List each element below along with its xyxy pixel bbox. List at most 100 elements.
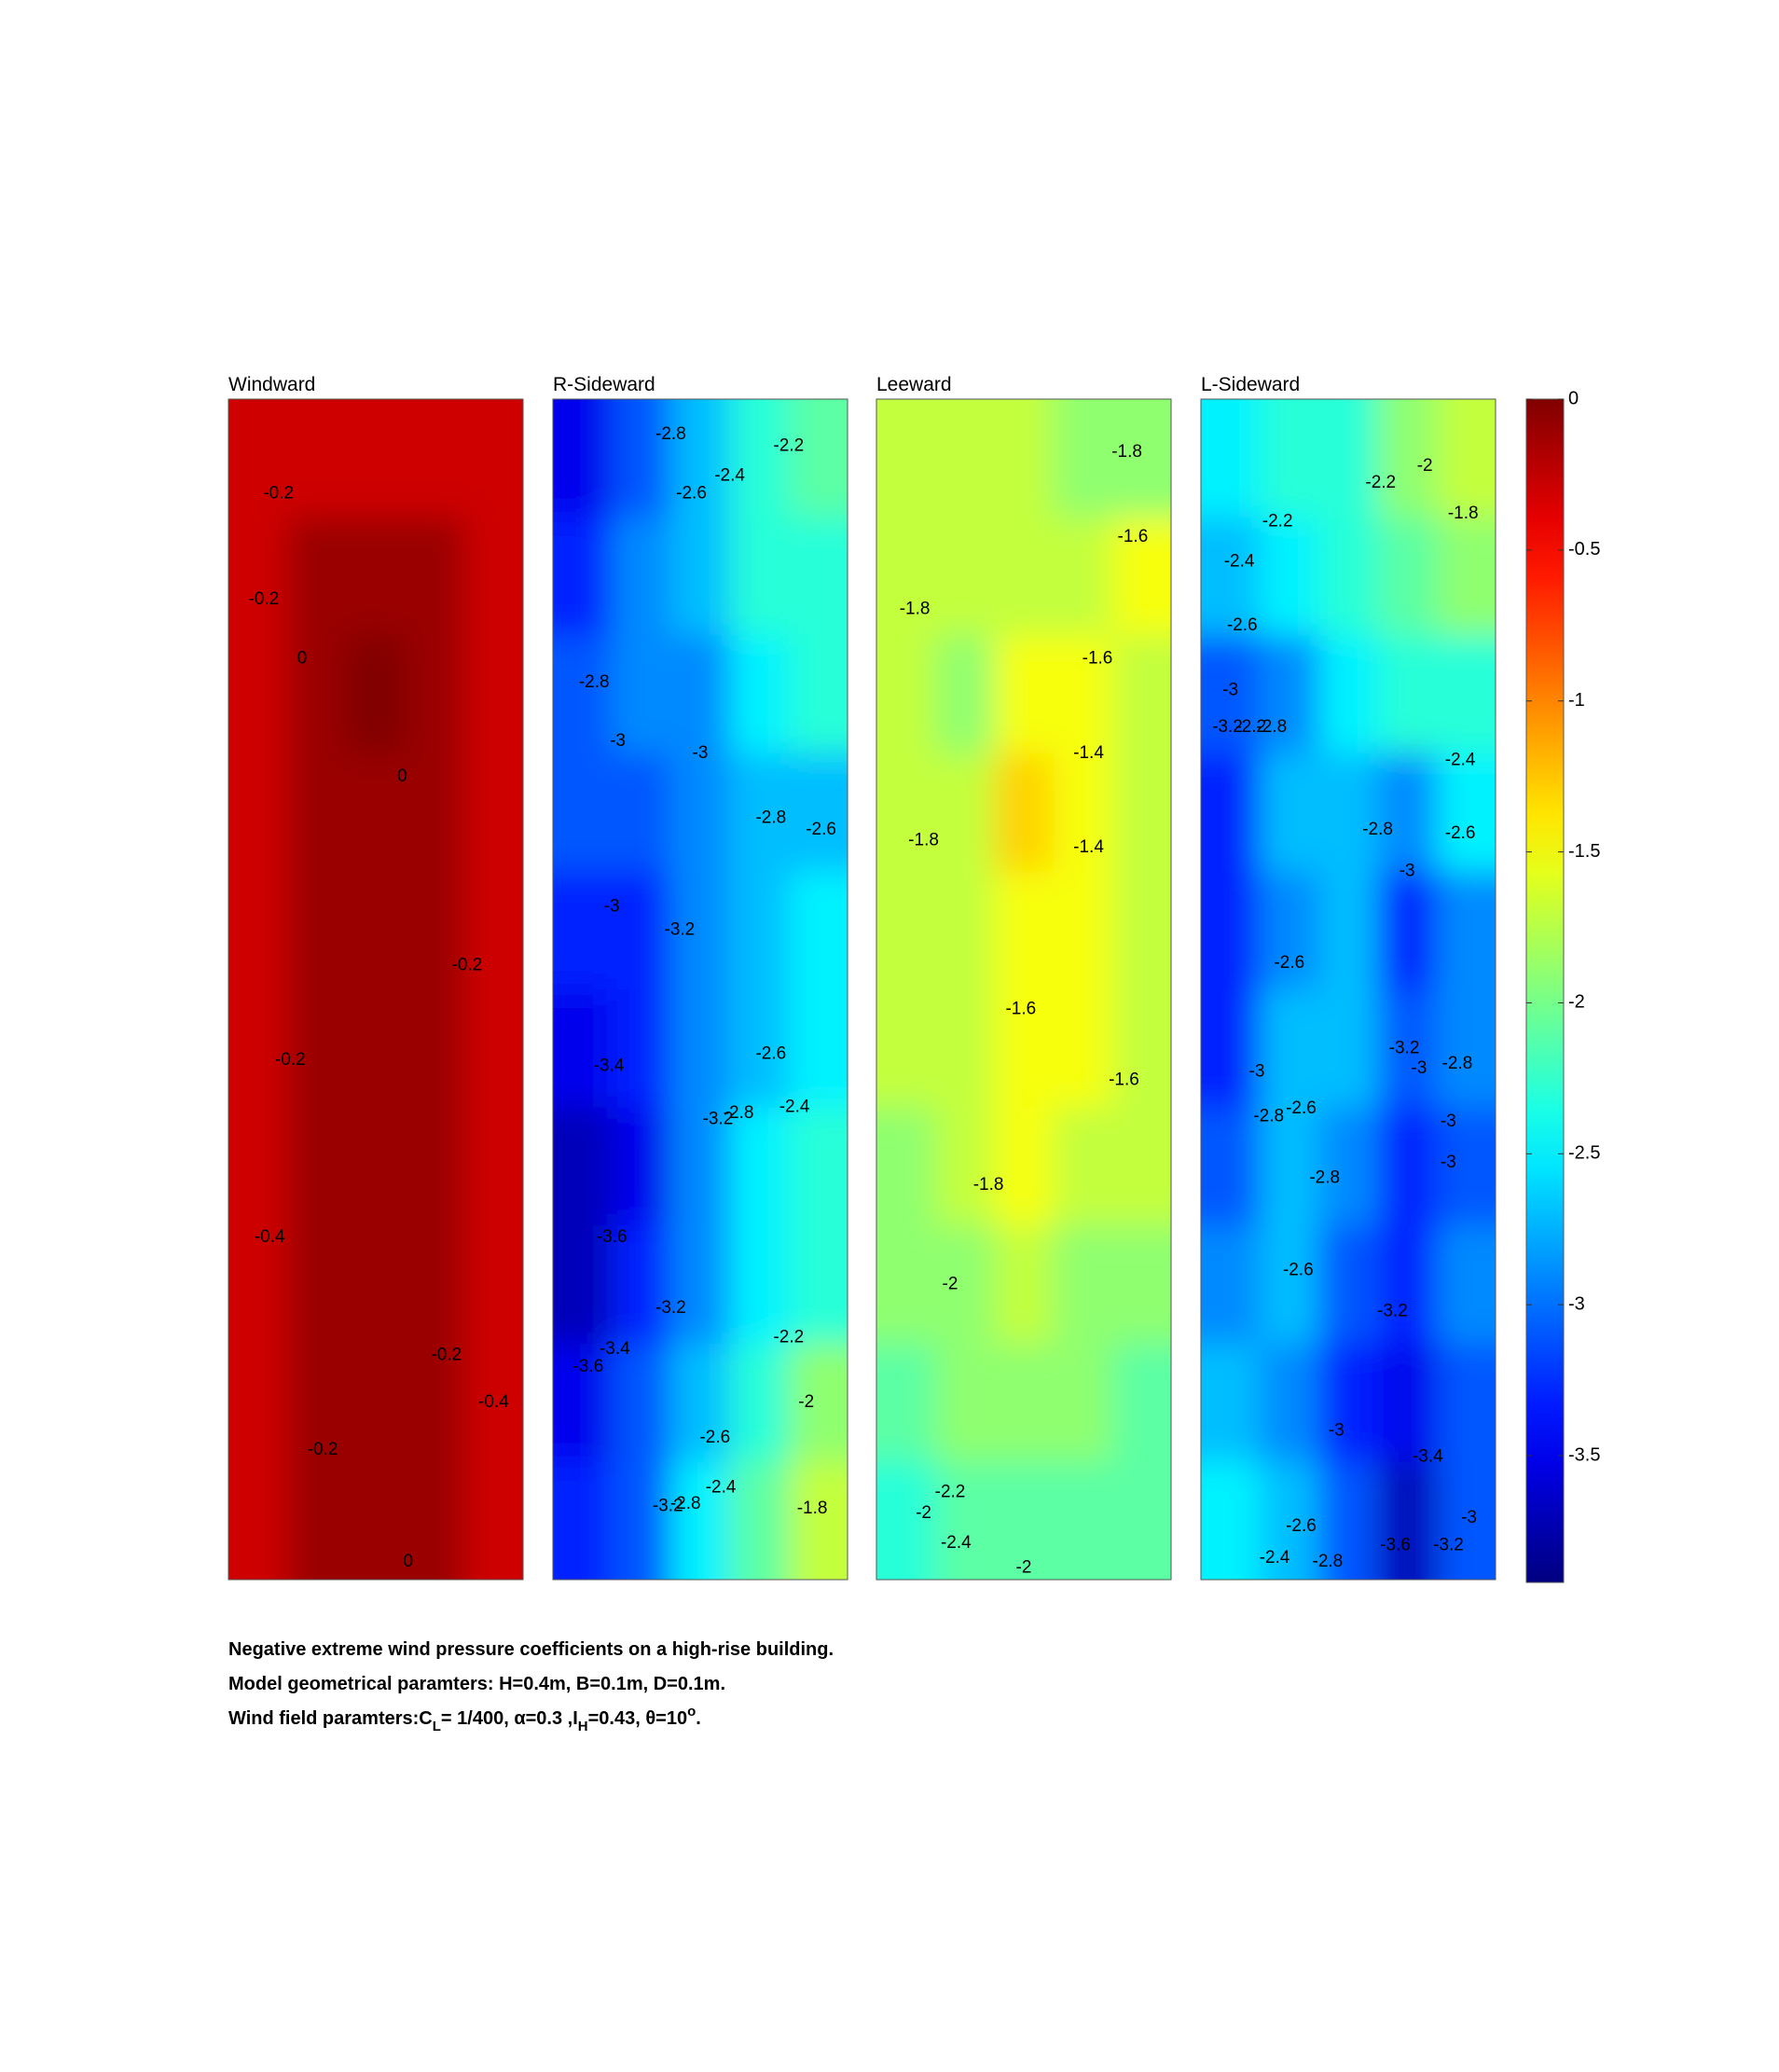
contour-cell <box>1436 1461 1496 1580</box>
contour-cell <box>1318 1461 1379 1580</box>
panel-title: Windward <box>228 374 315 395</box>
contour-cell <box>1318 989 1379 1109</box>
contour-label: -3 <box>1441 1112 1456 1131</box>
contour-cell <box>463 1343 523 1463</box>
contour-cell <box>935 1107 996 1227</box>
contour-cell <box>935 399 996 518</box>
contour-cell <box>463 753 523 873</box>
caption-line: Model geometrical paramters: H=0.4m, B=0… <box>228 1674 725 1694</box>
contour-cell <box>553 871 614 990</box>
contour-cell <box>346 989 407 1109</box>
contour-label: -0.2 <box>275 1050 306 1070</box>
contour-cell <box>1377 1343 1438 1463</box>
contour-cell <box>935 871 996 990</box>
contour-cell <box>788 1107 848 1227</box>
contour-label: -2.6 <box>1283 1260 1314 1279</box>
contour-cell <box>1053 1461 1113 1580</box>
colorbar-tick-label: -2 <box>1568 992 1585 1013</box>
contour-cell <box>405 989 465 1109</box>
contour-cell <box>670 871 731 990</box>
contour-cell <box>1260 989 1320 1109</box>
contour-cell <box>463 517 523 637</box>
contour-cell <box>876 1107 937 1227</box>
contour-cell <box>1260 517 1320 637</box>
caption-part: =0.43, θ=10 <box>588 1708 687 1729</box>
panel-frame <box>228 398 524 1581</box>
contour-label: -2.8 <box>1256 717 1287 737</box>
contour-cell <box>287 1225 348 1345</box>
contour-label: -2.2 <box>1235 717 1266 737</box>
contour-label: -2.6 <box>1227 615 1258 635</box>
contour-cell <box>287 1107 348 1227</box>
contour-cell <box>1318 871 1379 990</box>
colorbar-tick-label: -2.5 <box>1568 1143 1600 1164</box>
contour-cell <box>788 1225 848 1345</box>
contour-cell <box>1260 871 1320 990</box>
contour-cell <box>553 1225 614 1345</box>
contour-cell <box>729 1343 790 1463</box>
contour-label: 0 <box>397 767 407 786</box>
contour-cell <box>1201 517 1262 637</box>
contour-label: -1.6 <box>1109 1070 1139 1089</box>
contour-label: -2 <box>943 1275 958 1294</box>
contour-label: -2 <box>1016 1557 1032 1577</box>
contour-cell <box>1111 1343 1171 1463</box>
contour-cell <box>1377 753 1438 873</box>
colorbar-tick-label: -3 <box>1568 1293 1585 1314</box>
contour-cell <box>463 1461 523 1580</box>
contour-cell <box>935 635 996 754</box>
contour-cell <box>1377 635 1438 754</box>
caption-part: H <box>578 1719 588 1734</box>
contour-cell <box>553 753 614 873</box>
contour-cell <box>1318 517 1379 637</box>
contour-label: -2.6 <box>806 820 836 839</box>
contour-cell <box>1260 635 1320 754</box>
contour-cell <box>553 517 614 637</box>
contour-label: -3 <box>1400 861 1415 880</box>
contour-cell <box>405 1461 465 1580</box>
contour-cell <box>612 517 672 637</box>
contour-cell <box>287 1461 348 1580</box>
contour-cell <box>1377 1225 1438 1345</box>
contour-cell <box>346 871 407 990</box>
contour-cell <box>729 871 790 990</box>
contour-cell <box>1053 1225 1113 1345</box>
contour-label: -3 <box>1329 1420 1345 1440</box>
contour-cell <box>1377 1461 1438 1580</box>
panel-title: Leeward <box>876 374 952 395</box>
contour-cell <box>346 753 407 873</box>
contour-label: -2.4 <box>1224 552 1255 572</box>
contour-label: -1.8 <box>1111 442 1142 462</box>
contour-label: -2 <box>798 1392 814 1412</box>
contour-cell <box>346 1225 407 1345</box>
contour-cell <box>346 517 407 637</box>
colorbar-tick-label: -1.5 <box>1568 841 1600 862</box>
contour-cell <box>612 1343 672 1463</box>
contour-label: -3.2 <box>665 920 696 940</box>
contour-cell <box>287 399 348 518</box>
contour-cell <box>228 1225 289 1345</box>
panel-frame <box>552 398 848 1581</box>
contour-cell <box>463 1107 523 1227</box>
field <box>876 399 1171 1580</box>
contour-cell <box>1318 1107 1379 1227</box>
contour-cell <box>228 1461 289 1580</box>
contour-cell <box>1201 989 1262 1109</box>
contour-label: -3.6 <box>597 1227 627 1247</box>
contour-cell <box>287 517 348 637</box>
contour-cell <box>553 635 614 754</box>
contour-cell <box>405 399 465 518</box>
contour-panel <box>1201 399 1496 1580</box>
contour-cell <box>228 871 289 990</box>
contour-cell <box>994 753 1055 873</box>
contour-cell <box>463 635 523 754</box>
contour-cell <box>994 1225 1055 1345</box>
contour-label: -1.8 <box>908 830 939 850</box>
contour-cell <box>1111 1225 1171 1345</box>
contour-cell <box>670 399 731 518</box>
contour-cell <box>405 635 465 754</box>
contour-cell <box>670 753 731 873</box>
contour-cell <box>1053 753 1113 873</box>
contour-label: -3.2 <box>653 1497 683 1516</box>
contour-label: -0.2 <box>249 589 280 609</box>
